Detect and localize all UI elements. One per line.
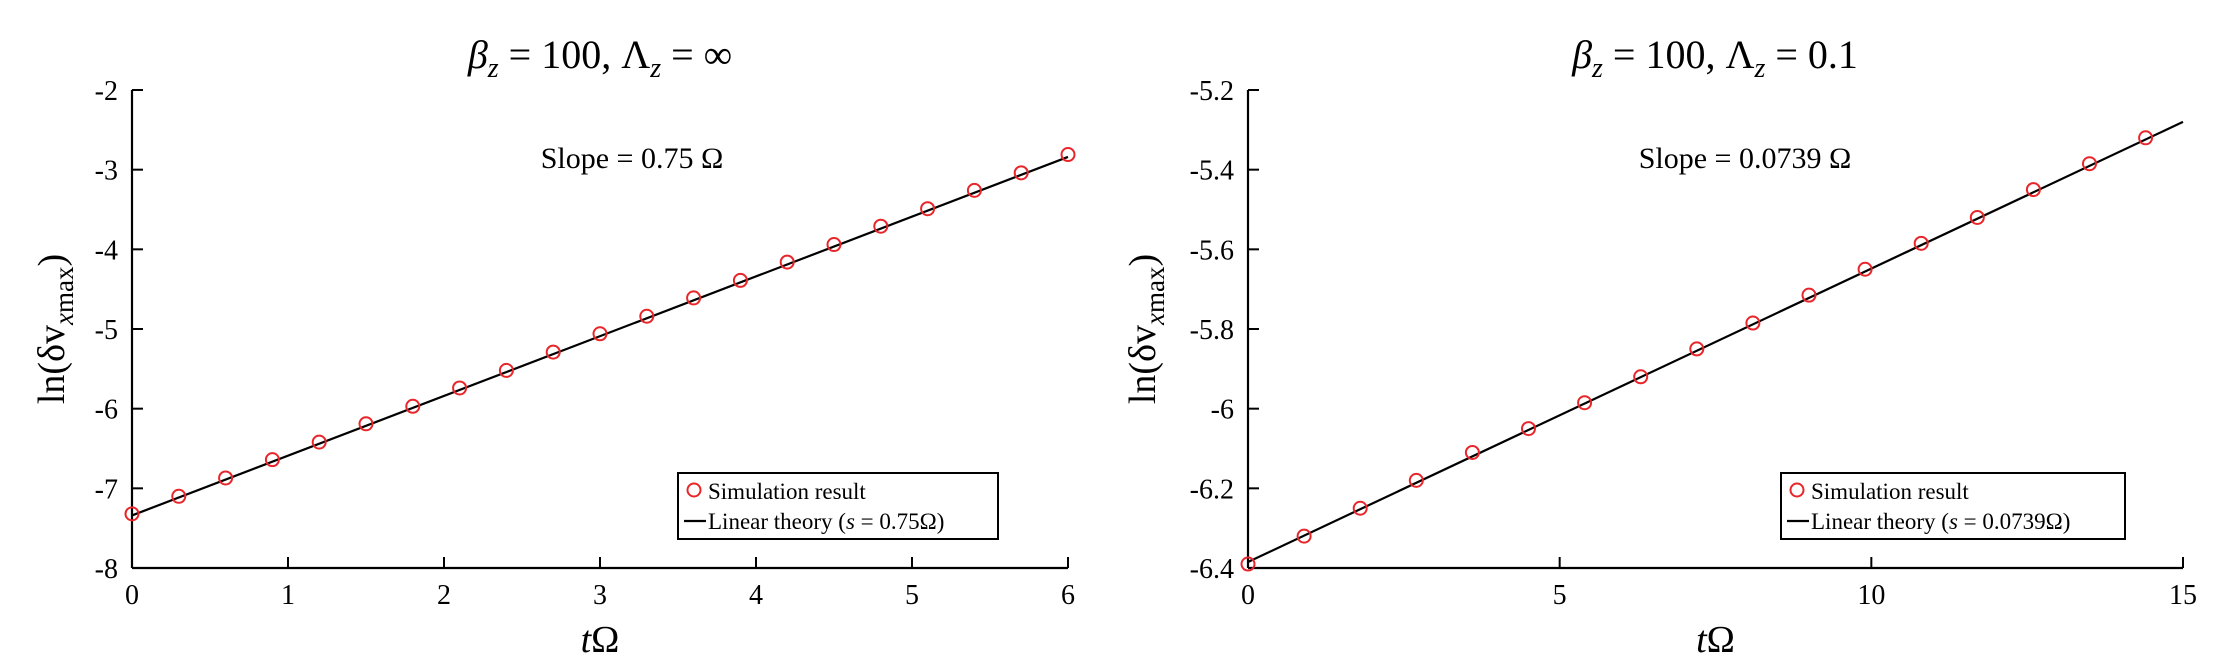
data-point	[218, 470, 234, 486]
y-tick-label: -5.4	[1190, 156, 1234, 187]
legend-label-simulation: Simulation result	[1811, 479, 1969, 504]
data-point	[1060, 147, 1076, 163]
x-tick-label: 5	[905, 580, 919, 611]
slope-annotation: Slope = 0.75 Ω	[541, 142, 724, 175]
legend: Simulation result Linear theory (s = 0.75…	[677, 472, 999, 540]
y-tick-label: -6	[95, 395, 118, 426]
legend-marker-simulation	[1789, 482, 1805, 498]
y-tick-label: -6	[1211, 395, 1234, 426]
chart-title: βz = 100, Λz = 0.1	[1571, 32, 1858, 84]
data-point	[2138, 130, 2154, 146]
data-point	[264, 452, 280, 468]
chart-panel-1: 0 1 2 3 4 5 6 -8 -7 -6 -5 -4 -3 -2 βz = 100, Λz = ∞ tΩ l…	[31, 32, 1076, 661]
data-point	[2082, 156, 2097, 172]
data-point	[1745, 315, 1761, 331]
x-tick-label: 4	[749, 580, 763, 611]
data-point	[1240, 556, 1256, 572]
linear-theory-line	[131, 155, 1069, 517]
data-point	[124, 506, 140, 522]
data-point	[1577, 395, 1593, 411]
y-tick-label: -6.4	[1190, 554, 1234, 585]
data-point	[358, 416, 374, 432]
data-point	[920, 201, 936, 217]
chart-title: βz = 100, Λz = ∞	[467, 32, 732, 84]
x-tick-label: 15	[2169, 580, 2197, 611]
data-point	[826, 237, 842, 253]
x-tick-label: 0	[125, 580, 139, 611]
y-tick-label: -6.2	[1190, 474, 1234, 505]
data-point	[452, 380, 468, 396]
data-point	[732, 272, 748, 288]
legend-label-linear: Linear theory (s = 0.0739Ω)	[1811, 509, 2070, 534]
x-tick-label: 3	[593, 580, 607, 611]
data-point	[1464, 444, 1480, 460]
data-point	[1013, 165, 1029, 181]
legend: Simulation result Linear theory (s = 0.07…	[1780, 472, 2126, 540]
data-point	[171, 488, 187, 504]
legend-box	[677, 472, 999, 540]
x-tick-label: 5	[1553, 580, 1567, 611]
data-point	[545, 344, 561, 360]
data-point	[1633, 369, 1649, 385]
y-tick-label: -4	[95, 235, 118, 266]
x-tick-label: 10	[1857, 580, 1885, 611]
data-point	[639, 308, 655, 324]
x-tick-label: 0	[1241, 580, 1255, 611]
y-tick-label: -5.6	[1190, 235, 1234, 266]
chart-panel-2: 0 5 10 15 -6.4 -6.2 -6 -5.8 -5.6 -5.4 -5.2 βz = 100…	[1122, 32, 2197, 661]
y-axis-label: ln(δvxmax)	[1122, 254, 1170, 404]
data-point	[686, 290, 702, 306]
legend-label-linear: Linear theory (s = 0.75Ω)	[708, 509, 944, 534]
x-tick-label: 6	[1061, 580, 1075, 611]
x-axis-label: tΩ	[581, 619, 620, 661]
data-point	[1913, 235, 1929, 251]
data-point	[1969, 209, 1985, 225]
x-axis-label: tΩ	[1696, 619, 1735, 661]
data-point	[1352, 500, 1368, 516]
legend-box	[1780, 472, 2126, 540]
data-point	[1521, 421, 1536, 437]
data-point	[498, 362, 514, 378]
data-point	[873, 218, 889, 234]
data-point	[311, 434, 327, 450]
data-point	[966, 182, 982, 198]
data-point	[1296, 528, 1312, 544]
data-point	[1689, 341, 1705, 357]
y-tick-label: -5.8	[1190, 315, 1234, 346]
legend-label-simulation: Simulation result	[708, 479, 866, 504]
y-tick-label: -5.2	[1190, 76, 1234, 107]
y-tick-label: -8	[95, 554, 118, 585]
data-point	[2025, 182, 2041, 198]
x-tick-label: 2	[437, 580, 451, 611]
x-tick-label: 1	[281, 580, 295, 611]
data-point	[779, 254, 795, 270]
y-tick-label: -2	[95, 76, 118, 107]
data-point	[1801, 287, 1817, 303]
slope-annotation: Slope = 0.0739 Ω	[1639, 142, 1852, 175]
legend-marker-simulation	[686, 482, 702, 498]
linear-theory-line	[1247, 120, 2184, 564]
y-axis-label: ln(δvxmax)	[31, 254, 79, 404]
data-point	[1857, 261, 1873, 277]
data-point	[592, 326, 608, 342]
y-tick-label: -3	[95, 156, 118, 187]
y-tick-label: -7	[95, 474, 118, 505]
data-point	[405, 398, 421, 414]
data-point	[1408, 472, 1424, 488]
y-tick-label: -5	[95, 315, 118, 346]
